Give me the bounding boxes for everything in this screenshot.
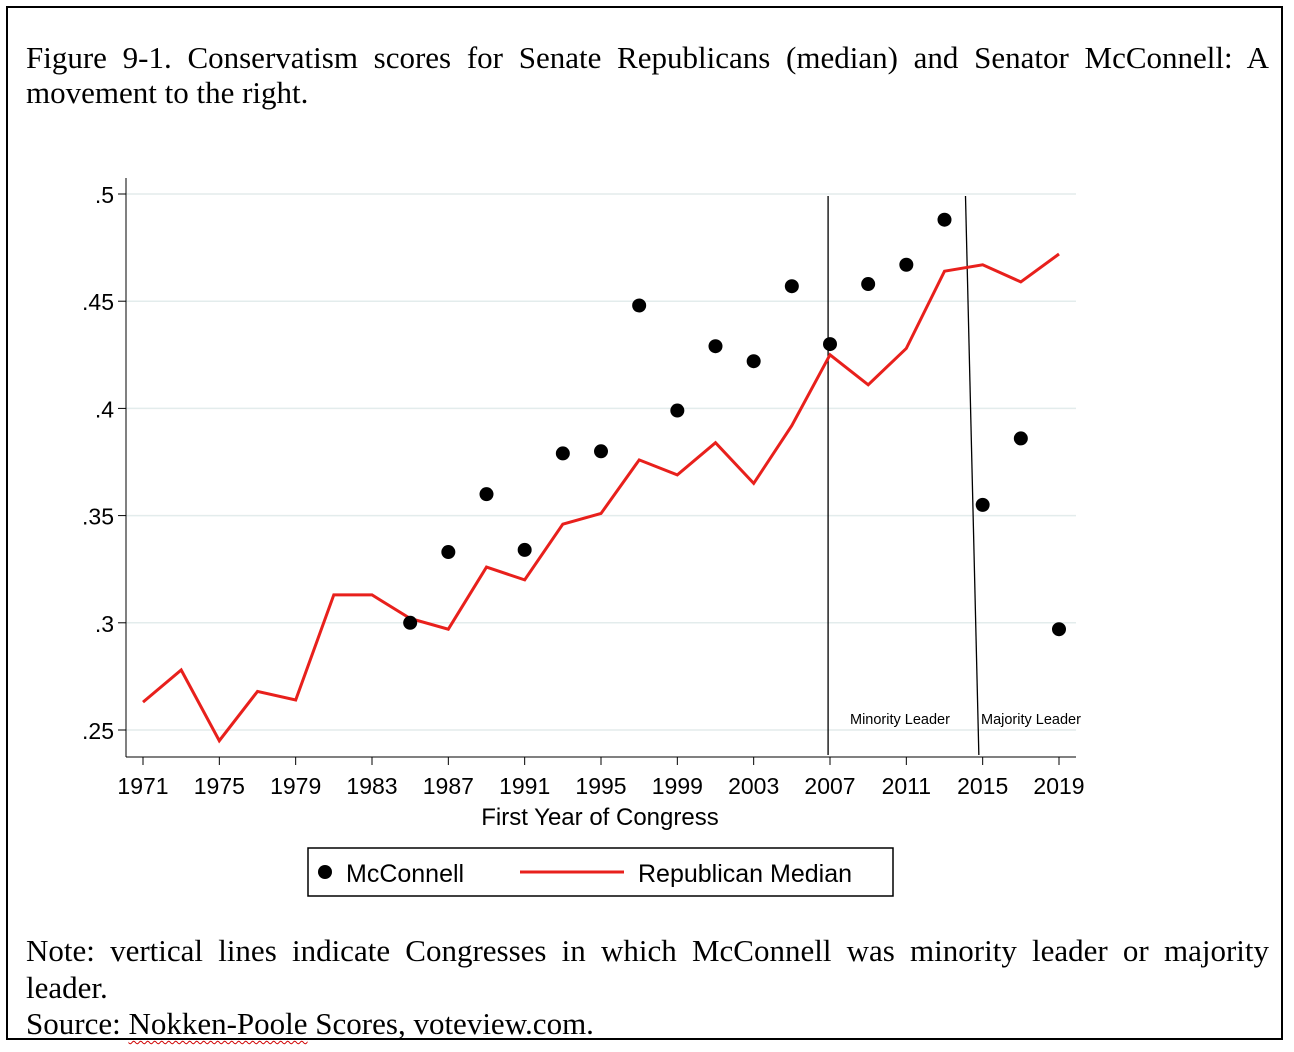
mcconnell-points: [403, 212, 1066, 637]
source-prefix: Source:: [26, 1006, 129, 1041]
x-tick-label: 1987: [423, 773, 474, 799]
y-tick-label: .4: [95, 396, 114, 422]
x-tick-label: 1995: [575, 773, 626, 799]
legend-box: [307, 847, 894, 897]
y-tick-label: .25: [82, 718, 114, 744]
mcconnell-point-1989: [479, 487, 494, 502]
x-tick-label: 1975: [194, 773, 245, 799]
x-tick-label: 2015: [957, 773, 1008, 799]
x-tick-label: 1991: [499, 773, 550, 799]
legend: McConnell Republican Median: [307, 847, 894, 897]
vline-label-majority-leader: Majority Leader: [981, 712, 1081, 728]
mcconnell-point-2011: [899, 257, 914, 272]
source-link: Nokken-Poole: [128, 1006, 308, 1041]
mcconnell-point-2015: [975, 497, 990, 512]
mcconnell-point-2017: [1013, 431, 1028, 446]
mcconnell-point-1997: [632, 298, 647, 313]
x-axis-title: First Year of Congress: [481, 804, 718, 831]
mcconnell-point-1995: [594, 444, 608, 459]
mcconnell-point-2005: [784, 279, 799, 294]
mcconnell-point-1991: [517, 542, 532, 557]
mcconnell-point-1993: [555, 446, 570, 461]
legend-marker-mcconnell: [318, 865, 332, 879]
x-axis-ticks: 1971 1975 1979 1983 1987 1991 1995 1999 2003 2007…: [117, 757, 1085, 799]
x-tick-label: 1979: [270, 773, 321, 799]
mcconnell-point-2003: [746, 354, 761, 369]
mcconnell-point-1987: [441, 545, 456, 560]
figure-note: Note: vertical lines indicate Congresses…: [26, 933, 1269, 1005]
series-line-republican-median: [142, 252, 1060, 744]
x-tick-label: 2019: [1033, 773, 1084, 799]
source-suffix: Scores, voteview.com.: [307, 1006, 594, 1041]
x-tick-label: 2003: [728, 773, 779, 799]
x-tick-label: 1983: [346, 773, 397, 799]
y-tick-label: .35: [82, 504, 114, 530]
mcconnell-point-1985: [403, 615, 418, 630]
x-tick-label: 2011: [882, 773, 931, 799]
mcconnell-point-2019: [1052, 622, 1066, 637]
mcconnell-point-2007: [823, 337, 837, 352]
leader-vlines: Minority Leader Majority Leader: [827, 195, 1081, 756]
y-tick-label: .3: [95, 611, 114, 637]
y-axis-ticks: .25 .3 .35 .4 .45 .5: [82, 182, 126, 744]
x-tick-label: 1999: [652, 773, 703, 799]
mcconnell-point-2009: [861, 277, 876, 292]
mcconnell-point-1999: [670, 403, 685, 418]
legend-label-mcconnell: McConnell: [346, 860, 464, 888]
y-tick-label: .45: [82, 289, 114, 315]
gridlines: [126, 193, 1076, 731]
vline-label-minority-leader: Minority Leader: [850, 712, 950, 728]
x-tick-label: 1971: [117, 773, 168, 799]
y-tick-label: .5: [95, 182, 114, 208]
legend-label-republican-median: Republican Median: [638, 860, 852, 888]
mcconnell-point-2013: [937, 212, 952, 227]
vline-majority-leader: [964, 195, 980, 756]
figure-caption: Figure 9-1. Conservatism scores for Sena…: [26, 40, 1269, 110]
mcconnell-point-2001: [708, 339, 723, 354]
x-tick-label: 2007: [804, 773, 855, 799]
figure-source: Source: Nokken-Poole Scores, voteview.co…: [26, 1005, 594, 1042]
